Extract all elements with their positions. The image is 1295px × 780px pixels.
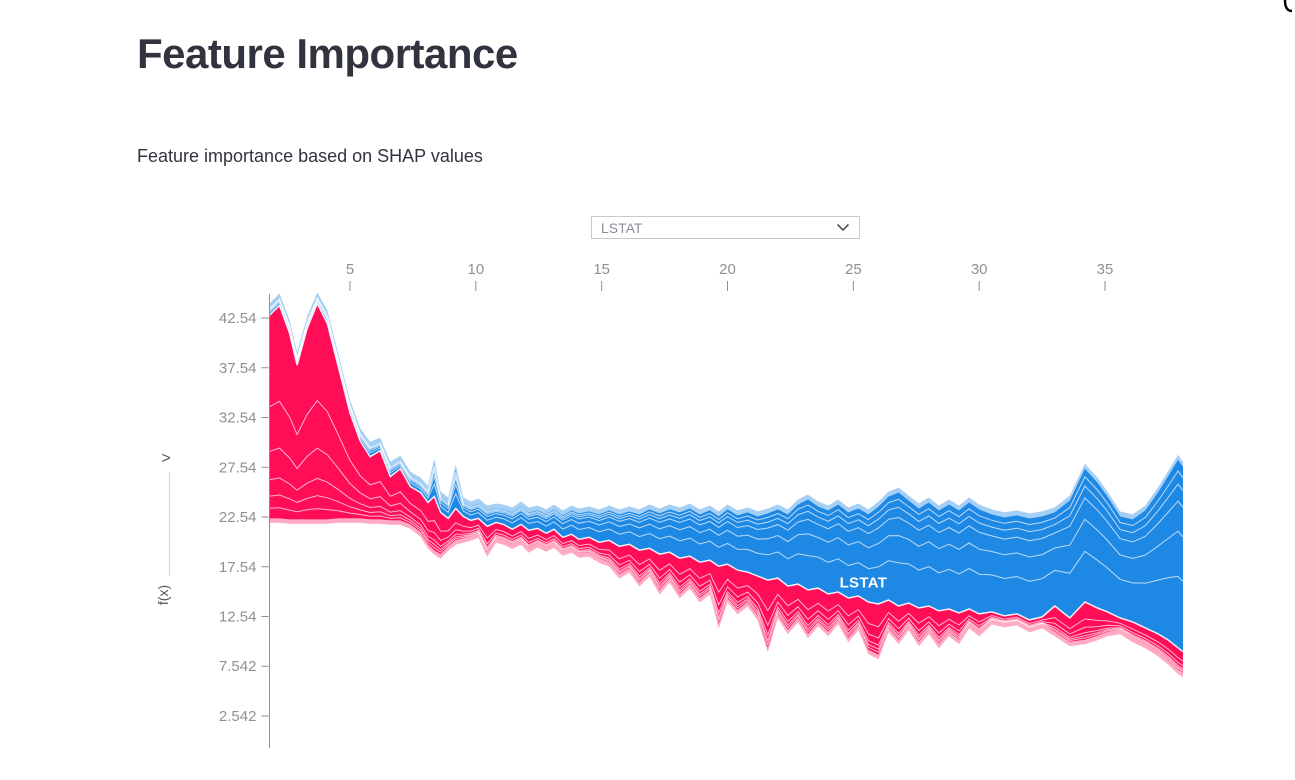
y-tick-label: 7.542: [219, 658, 257, 675]
x-tick-label: 5: [346, 261, 354, 278]
feature-divider-line: [269, 447, 1184, 667]
feature-divider-line: [269, 477, 1184, 670]
area-feature-label: LSTAT: [839, 574, 888, 592]
negative-shap-area: [269, 297, 1183, 652]
page-subtitle: Feature importance based on SHAP values: [137, 146, 483, 166]
fx-boundary-line: [268, 301, 1184, 653]
feature-divider-line: [269, 297, 1184, 534]
x-tick-label: 35: [1097, 261, 1114, 278]
feature-divider-line: [269, 298, 1184, 559]
y-tick-label: 27.54: [219, 459, 257, 476]
feature-divider-line: [269, 297, 1184, 543]
clipped-glyph-shape: [1283, 0, 1293, 13]
feature-divider-line: [269, 300, 1184, 584]
feature-divider-line: [269, 494, 1184, 671]
expand-control[interactable]: >: [156, 449, 176, 469]
y-tick-label: 42.54: [219, 310, 257, 327]
positive-shap-area: [269, 303, 1183, 673]
y-tick-label: 22.54: [219, 509, 257, 526]
page-title: Feature Importance: [137, 30, 518, 77]
feature-select[interactable]: LSTAT: [591, 216, 860, 239]
output-axis-rail: [169, 472, 170, 576]
chevron-down-icon: [836, 223, 850, 232]
y-tick-label: 17.54: [219, 559, 257, 576]
y-tick-label: 2.542: [219, 708, 257, 725]
feature-divider-line: [269, 399, 1184, 662]
pink-halo-area: [269, 518, 1183, 678]
y-tick-label: 12.54: [219, 609, 257, 626]
x-tick-label: 10: [467, 261, 484, 278]
feature-select-value: LSTAT: [601, 219, 643, 236]
x-tick-label: 15: [593, 261, 610, 278]
y-tick-label: 37.54: [219, 360, 257, 377]
x-tick-label: 20: [719, 261, 736, 278]
chevron-right-icon: >: [161, 450, 171, 467]
y-tick-label: 32.54: [219, 410, 257, 427]
clipped-glyph: [1282, 0, 1293, 13]
x-tick-label: 30: [971, 261, 988, 278]
x-tick-label: 25: [845, 261, 862, 278]
